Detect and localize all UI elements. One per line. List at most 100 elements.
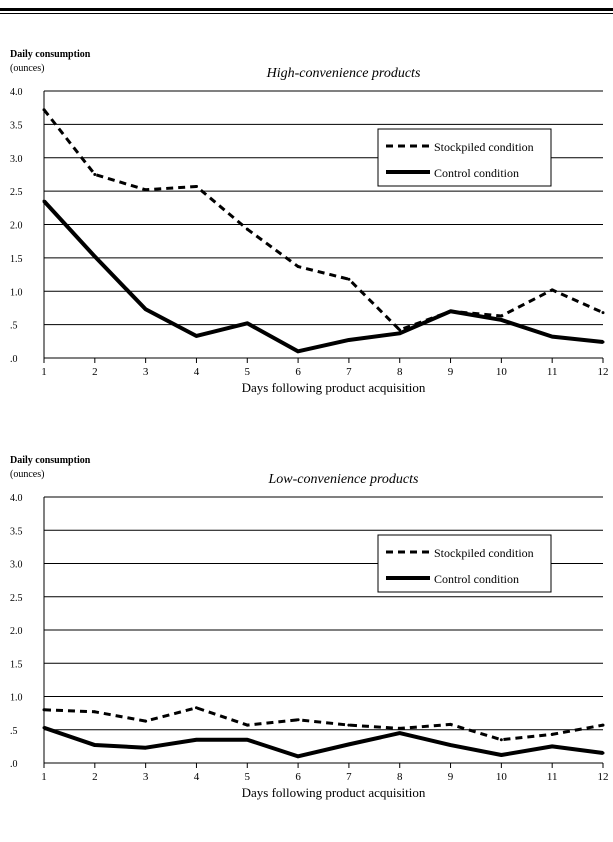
chart1-x-tick-label: 12 [598,366,609,378]
chart1-stockpiled-point [42,108,46,112]
chart1-x-tick-label: 6 [295,366,301,378]
top-rule-thin [0,13,613,14]
chart1-stockpiled-point [550,288,554,292]
chart2-control-point [296,754,300,758]
chart1-x-tick-label: 7 [346,366,352,378]
chart1-control-point [42,199,46,203]
chart2-stockpiled-point [144,719,148,723]
chart1-legend-box [377,128,552,187]
chart1-y-tick-label: 3.5 [10,120,23,131]
chart2-control-point [194,738,198,742]
chart1-control-point [194,334,198,338]
chart2-y-tick-label: 1.5 [10,659,23,670]
chart2-stockpiled-point [93,710,97,714]
chart1-control-point [245,321,249,325]
chart2-control-point [550,744,554,748]
chart1-stockpiled-point [194,184,198,188]
chart2-stockpiled-point [398,726,402,730]
chart1-y-tick-label: 4.0 [10,87,23,98]
chart2-x-tick-label: 8 [397,771,403,783]
chart1-stockpiled-point [601,311,605,315]
chart1-stockpiled-point [398,328,402,332]
chart1-x-tick-label: 5 [245,366,251,378]
chart1-stockpiled-point [499,314,503,318]
chart2-control-point [144,746,148,750]
chart1-y-tick-label: .0 [10,354,18,365]
chart2-y-tick-label: 3.5 [10,526,23,537]
chart1-y-tick-label: 1.0 [10,287,23,298]
chart1-stockpiled-point [296,265,300,269]
chart1-x-tick-label: 4 [194,366,200,378]
chart1-title: High-convenience products [266,66,421,81]
chart2-x-tick-label: 6 [295,771,301,783]
chart2-xlabel: Days following product acquisition [242,785,426,800]
chart1-x-tick-label: 1 [41,366,47,378]
chart1-y-tick-label: .5 [10,321,18,332]
chart1-xlabel: Days following product acquisition [242,380,426,395]
chart2-control-series-line [43,725,604,759]
chart2-legend-box [377,534,552,593]
chart1-x-tick-label: 3 [143,366,149,378]
chart2-control-point [449,743,453,747]
chart1-control-point [93,255,97,259]
chart2-x-tick-label: 5 [245,771,251,783]
chart2-stockpiled-point [449,722,453,726]
chart2-y-tick-label: .0 [10,759,18,770]
chart1-x-tick-label: 8 [397,366,403,378]
chart1-control-series-line [42,199,604,354]
chart1-control-point [296,349,300,353]
chart2-stockpiled-series-line [43,706,604,742]
chart1-x-tick-label: 10 [496,366,508,378]
chart2-x-tick-label: 3 [143,771,149,783]
chart2-x-tick-label: 7 [346,771,352,783]
chart2-control-point [499,753,503,757]
chart1-ylabel-line2: (ounces) [10,63,44,74]
chart1-control-point [499,318,503,322]
chart1-x-tick-label: 9 [448,366,454,378]
chart2-title: Low-convenience products [268,472,419,487]
chart2-legend-label-stockpiled: Stockpiled condition [434,546,534,560]
chart1-stockpiled-point [347,277,351,281]
chart2-x-tick-label: 4 [194,771,200,783]
chart1-stockpiled-point [144,188,148,192]
chart2-ylabel-line2: (ounces) [10,469,44,480]
chart2-x-tick-label: 1 [41,771,47,783]
chart1-control-point [601,340,605,344]
chart2-control-point [42,726,46,730]
chart2-y-tick-label: 2.5 [10,593,23,604]
chart1-y-tick-label: 1.5 [10,254,23,265]
chart2-stockpiled-point [550,732,554,736]
chart1-control-point [550,335,554,339]
chart2-control-point [398,731,402,735]
chart2-control-point [601,751,605,755]
chart1-x-tick-label: 11 [547,366,558,378]
chart2-stockpiled-point [194,706,198,710]
chart1-ylabel-line1: Daily consumption [10,49,91,60]
chart1-stockpiled-point [245,227,249,231]
chart1-control-point [347,338,351,342]
chart2-y-tick-label: .5 [10,726,18,737]
chart2-y-tick-label: 2.0 [10,626,23,637]
chart2-stockpiled-point [347,723,351,727]
chart2-stockpiled-point [601,723,605,727]
chart2-control-point [347,742,351,746]
chart2-stockpiled-point [499,738,503,742]
chart2-stockpiled-point [296,718,300,722]
chart2-control-point [245,738,249,742]
chart2-legend-label-control: Control condition [434,572,519,586]
chart2-x-tick-label: 11 [547,771,558,783]
chart1-x-tick-label: 2 [92,366,98,378]
chart2-y-tick-label: 4.0 [10,493,23,504]
chart1-control-point [449,309,453,313]
chart2-y-tick-label: 1.0 [10,693,23,704]
chart2-x-tick-label: 12 [598,771,609,783]
chart1-stockpiled-point [93,172,97,176]
chart1-y-tick-label: 2.0 [10,221,23,232]
chart1-control-point [144,307,148,311]
chart2-x-tick-label: 2 [92,771,98,783]
chart1-control-point [398,331,402,335]
chart1-legend-label-control: Control condition [434,166,519,180]
chart2-x-tick-label: 9 [448,771,454,783]
chart2-x-tick-label: 10 [496,771,508,783]
